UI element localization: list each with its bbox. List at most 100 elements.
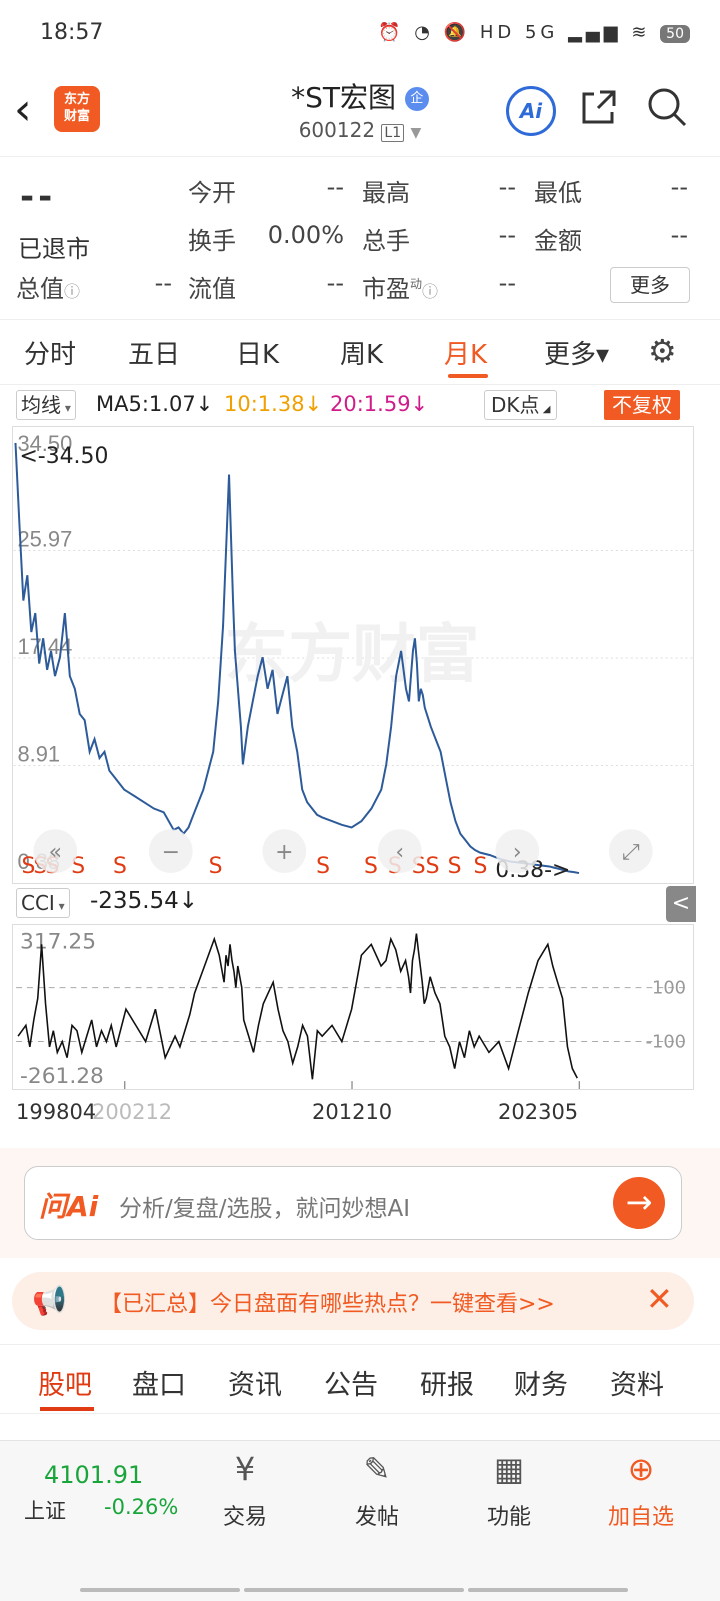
- chart-control-button: [262, 829, 307, 874]
- index-value[interactable]: 4101.91: [44, 1461, 144, 1489]
- pe-label[interactable]: 市盈动ⓘ: [362, 269, 438, 304]
- nav-functions-label: 功能: [486, 1505, 531, 1530]
- tab-five-day[interactable]: 五日: [128, 340, 181, 370]
- ai-logo: 问Ai: [39, 1190, 99, 1223]
- ma10-value: 10:1.38↓: [224, 392, 323, 416]
- pe-label-text: 市盈: [362, 275, 410, 303]
- ma-select[interactable]: 均线 ▾: [16, 390, 76, 420]
- tab-more[interactable]: 更多▾: [544, 340, 610, 370]
- quote-panel: -- 已退市 今开 -- 最高 -- 最低 -- 换手 0.00% 总手 -- …: [0, 156, 720, 320]
- ai-placeholder: 分析/复盘/选股，就问妙想AI: [119, 1196, 411, 1222]
- gesture-bar-segment: [244, 1588, 464, 1592]
- sell-signal: S: [364, 854, 378, 879]
- stock-name: *ST宏图: [291, 81, 396, 114]
- date-label-end: 202305: [498, 1100, 579, 1124]
- current-price: --: [20, 177, 57, 217]
- pe-value: --: [498, 269, 516, 297]
- pe-dynamic-mark: 动: [410, 277, 423, 291]
- logo-line1: 东方: [63, 92, 90, 107]
- cci-ref-label: 100: [652, 977, 686, 998]
- hot-topics-banner[interactable]: 📢 【已汇总】今日盘面有哪些热点？一键查看>> ✕: [12, 1272, 694, 1330]
- open-label: 今开: [188, 179, 236, 207]
- back-button[interactable]: ‹: [14, 84, 32, 135]
- adjust-toggle-button[interactable]: 不复权: [604, 390, 680, 420]
- indicator-select[interactable]: CCI ▾: [16, 888, 70, 918]
- more-quote-button[interactable]: 更多: [610, 267, 690, 303]
- price-chart[interactable]: 34.5025.9717.448.910.38东方财富<-34.500.38->…: [12, 426, 694, 884]
- tab-announcements[interactable]: 公告: [324, 1370, 378, 1401]
- dk-label: DK点: [491, 393, 540, 417]
- tab-orderbook[interactable]: 盘口: [132, 1370, 186, 1401]
- share-icon[interactable]: [580, 88, 618, 126]
- tab-monthly-k[interactable]: 月K: [444, 340, 488, 370]
- cci-chart[interactable]: 100 -100 317.25 -261.28: [12, 924, 694, 1090]
- chart-control-icon: ‹: [395, 840, 404, 865]
- ma20-value: 20:1.59↓: [330, 392, 429, 416]
- index-name[interactable]: 上证: [24, 1499, 66, 1523]
- cci-max-label: 317.25: [20, 930, 96, 955]
- tab-profile[interactable]: 资料: [610, 1370, 664, 1401]
- chart-control-button: [148, 829, 193, 874]
- chart-control-icon: ›: [513, 840, 522, 865]
- low-label: 最低: [534, 179, 582, 207]
- tab-financials[interactable]: 财务: [514, 1370, 568, 1401]
- arrow-right-icon[interactable]: →: [613, 1177, 665, 1229]
- app-logo[interactable]: 东方 财富: [54, 86, 100, 132]
- ai-ask-section: 问Ai 分析/复盘/选股，就问妙想AI →: [0, 1148, 720, 1258]
- logo-line2: 财富: [63, 109, 90, 124]
- nav-functions[interactable]: ▦ 功能: [464, 1447, 554, 1531]
- level-badge: L1: [381, 124, 405, 142]
- ma-indicator-bar: 均线 ▾ MA5:1.07↓ 10:1.38↓ 20:1.59↓ DK点 ◢ 不…: [0, 388, 720, 424]
- indicator-label: CCI: [21, 891, 55, 915]
- watermark-logo: 东方财富: [225, 618, 480, 692]
- info-icon: ⓘ: [422, 282, 439, 301]
- tab-weekly-k[interactable]: 周K: [340, 340, 384, 370]
- tab-daily-k[interactable]: 日K: [236, 340, 280, 370]
- mcap-label[interactable]: 总值ⓘ: [16, 269, 80, 304]
- tab-forum[interactable]: 股吧: [38, 1370, 92, 1401]
- ai-ask-input[interactable]: 问Ai 分析/复盘/选股，就问妙想AI →: [24, 1166, 682, 1240]
- tab-intraday[interactable]: 分时: [24, 340, 77, 370]
- delisted-status: 已退市: [18, 235, 90, 263]
- dk-select[interactable]: DK点 ◢: [484, 390, 558, 420]
- grid-icon: ▦: [493, 1450, 525, 1488]
- chart-control-icon: «: [49, 840, 62, 865]
- caret-down-icon: ▾: [61, 401, 71, 415]
- date-label-second: 200212: [92, 1100, 173, 1124]
- close-icon[interactable]: ✕: [646, 1280, 673, 1318]
- gesture-bar-segment: [468, 1588, 628, 1592]
- high-value: --: [498, 173, 516, 201]
- subtab-active-indicator: [40, 1407, 94, 1411]
- chart-control-button: [33, 829, 78, 874]
- info-icon: ⓘ: [64, 282, 81, 301]
- ai-button[interactable]: Ai: [506, 86, 556, 136]
- low-value: --: [670, 173, 688, 201]
- nav-trade[interactable]: ¥ 交易: [200, 1447, 290, 1531]
- status-time: 18:57: [40, 20, 104, 45]
- collapse-panel-button[interactable]: <: [666, 886, 696, 922]
- gear-icon[interactable]: ⚙: [648, 332, 677, 370]
- volume-value: --: [498, 221, 516, 249]
- mcap-value: --: [154, 269, 172, 297]
- turnover-value: 0.00%: [267, 221, 344, 249]
- float-value: --: [326, 269, 344, 297]
- open-value: --: [326, 173, 344, 201]
- stock-code: 600122: [298, 118, 376, 142]
- cci-min-label: -261.28: [20, 1064, 104, 1089]
- stock-code-row[interactable]: 600122 L1 ▼: [0, 118, 720, 142]
- yen-icon: ¥: [234, 1450, 256, 1488]
- period-tabs: 分时 五日 日K 周K 月K 更多▾ ⚙: [0, 318, 720, 385]
- tab-research[interactable]: 研报: [420, 1370, 474, 1401]
- chart-control-button: [495, 829, 540, 874]
- volume-label: 总手: [362, 227, 410, 255]
- nav-add-watchlist[interactable]: ⊕ 加自选: [596, 1447, 686, 1531]
- high-label: 最高: [362, 179, 410, 207]
- search-icon[interactable]: [646, 86, 688, 128]
- amount-value: --: [670, 221, 688, 249]
- enterprise-badge-icon: 企: [404, 87, 429, 111]
- nav-add-watchlist-label: 加自选: [607, 1505, 674, 1530]
- chart-control-button: [608, 829, 653, 874]
- nav-post[interactable]: ✎ 发帖: [332, 1447, 422, 1531]
- y-tick-label: 25.97: [17, 526, 72, 551]
- tab-news[interactable]: 资讯: [228, 1370, 282, 1401]
